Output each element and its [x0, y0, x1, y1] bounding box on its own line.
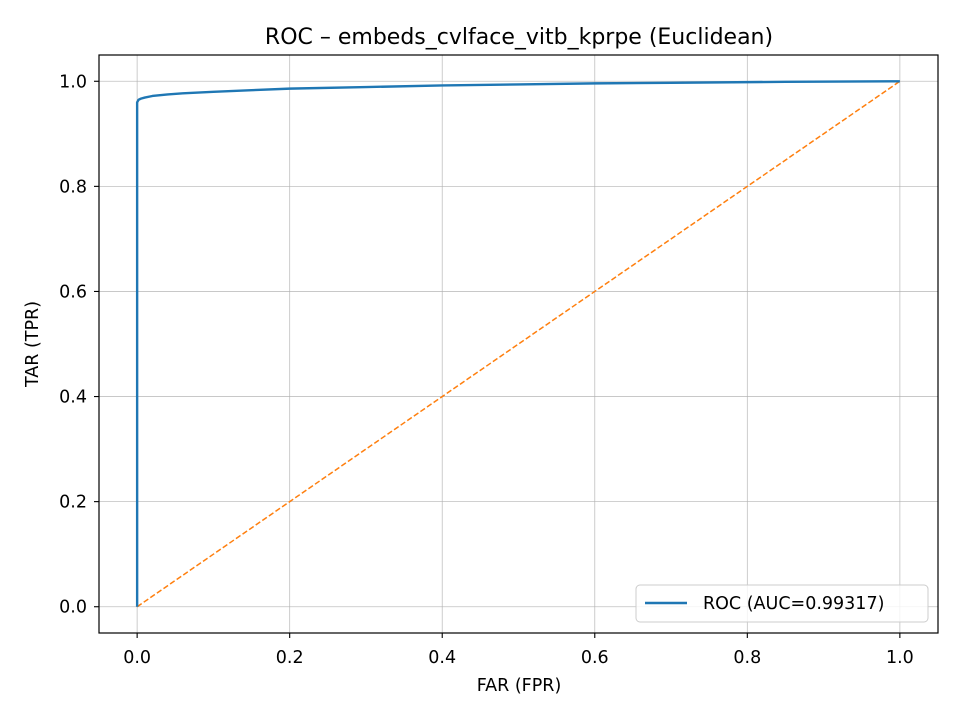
- chance-diagonal-line: [136, 80, 901, 608]
- x-axis-label: FAR (FPR): [477, 676, 562, 696]
- x-tick-label: 1.0: [886, 648, 914, 668]
- roc-curve-line: [135, 80, 900, 607]
- y-tick-label: 1.0: [59, 72, 87, 92]
- x-tick-label: 0.4: [428, 648, 456, 668]
- y-tick-label: 0.4: [59, 388, 87, 408]
- legend: ROC (AUC=0.99317): [635, 584, 929, 623]
- x-tick-label: 0.2: [276, 648, 304, 668]
- y-tick-label: 0.8: [59, 177, 87, 197]
- legend-label-roc: ROC (AUC=0.99317): [703, 594, 884, 614]
- ticks: 0.0 0.2 0.4 0.6 0.8 1.0 0.0 0.2 0.4 0.6 0.8 1.0: [59, 72, 914, 668]
- y-tick-label: 0.2: [59, 493, 87, 513]
- chart-title: ROC – embeds_cvlface_vitb_kprpe (Euclide…: [265, 25, 773, 50]
- y-axis-label: TAR (TPR): [23, 301, 43, 388]
- y-tick-label: 0.6: [59, 282, 87, 302]
- x-tick-label: 0.6: [581, 648, 609, 668]
- y-tick-label: 0.0: [59, 598, 87, 618]
- plot-frame: [98, 54, 939, 634]
- legend-box: [635, 584, 929, 623]
- x-tick-label: 0.8: [733, 648, 761, 668]
- series-layer: [135, 80, 901, 608]
- x-tick-label: 0.0: [123, 648, 151, 668]
- grid: [99, 55, 938, 633]
